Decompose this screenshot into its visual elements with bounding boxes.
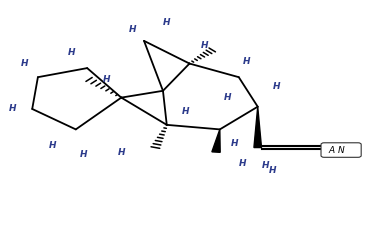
Text: H: H <box>262 161 269 170</box>
Text: H: H <box>224 93 231 102</box>
Text: H: H <box>68 48 76 57</box>
FancyBboxPatch shape <box>321 143 361 157</box>
Text: H: H <box>9 104 16 114</box>
Text: H: H <box>117 148 125 157</box>
Text: H: H <box>243 57 250 66</box>
Polygon shape <box>212 129 220 152</box>
Text: N: N <box>338 146 345 155</box>
Text: H: H <box>182 107 190 116</box>
Text: H: H <box>269 166 277 175</box>
Text: H: H <box>102 75 110 84</box>
Text: H: H <box>80 150 87 159</box>
Text: H: H <box>49 141 57 150</box>
Text: H: H <box>239 159 246 168</box>
Text: A: A <box>329 146 335 155</box>
Text: H: H <box>201 41 208 50</box>
Text: H: H <box>129 25 136 34</box>
Text: H: H <box>273 82 280 91</box>
Text: H: H <box>21 59 28 68</box>
Text: H: H <box>163 18 171 27</box>
Polygon shape <box>254 107 262 148</box>
Text: H: H <box>231 138 239 148</box>
